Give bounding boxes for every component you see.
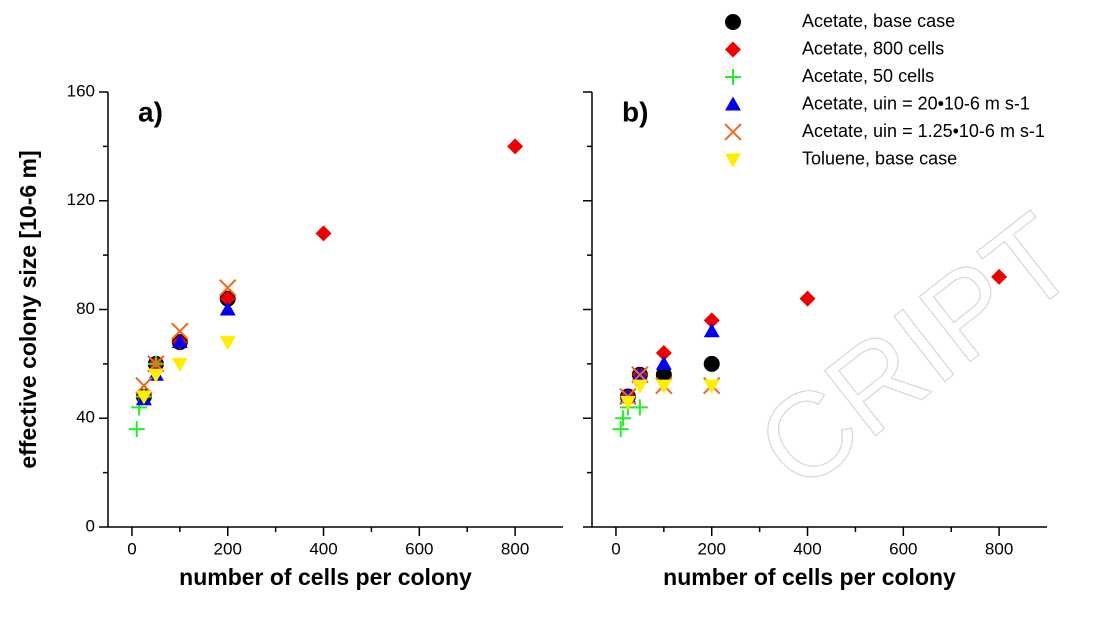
marker <box>219 279 237 297</box>
y-tick-label: 120 <box>67 190 95 209</box>
legend-label: Acetate, 800 cells <box>802 38 944 58</box>
marker <box>171 357 188 372</box>
x-tick-label: 800 <box>501 539 529 558</box>
marker <box>171 334 188 349</box>
y-tick-label: 0 <box>86 516 95 535</box>
legend-marker <box>725 14 741 30</box>
marker <box>219 336 236 351</box>
x-tick-label: 400 <box>793 539 821 558</box>
x-tick-label: 400 <box>309 539 337 558</box>
marker <box>703 379 720 394</box>
marker <box>615 410 632 427</box>
marker <box>655 379 672 394</box>
x-tick-label: 800 <box>985 539 1013 558</box>
marker <box>655 355 672 370</box>
y-tick-label: 80 <box>76 299 95 318</box>
marker <box>991 268 1008 285</box>
marker <box>619 395 636 410</box>
panel-label: a) <box>138 96 163 127</box>
legend-label: Acetate, uin = 20•10-6 m s-1 <box>802 93 1030 113</box>
x-axis-label: number of cells per colony <box>179 564 472 590</box>
legend-marker <box>725 69 741 85</box>
marker <box>655 345 672 361</box>
x-tick-label: 200 <box>698 539 726 558</box>
marker <box>631 399 648 416</box>
marker <box>147 368 164 383</box>
marker <box>507 138 524 155</box>
marker <box>703 323 720 338</box>
legend-label: Acetate, base case <box>802 11 955 31</box>
x-tick-label: 0 <box>611 539 620 558</box>
marker <box>631 379 648 394</box>
legend-marker <box>725 153 741 168</box>
x-tick-label: 600 <box>405 539 433 558</box>
legend-label: Toluene, base case <box>802 148 957 168</box>
legend-label: Acetate, uin = 1.25•10-6 m s-1 <box>802 121 1045 141</box>
marker <box>171 322 189 340</box>
x-tick-label: 0 <box>127 539 136 558</box>
x-axis-label: number of cells per colony <box>663 564 956 590</box>
marker <box>128 421 145 438</box>
x-tick-label: 200 <box>214 539 242 558</box>
y-tick-label: 160 <box>67 81 95 100</box>
x-tick-label: 600 <box>889 539 917 558</box>
marker <box>219 301 236 316</box>
marker <box>219 290 236 307</box>
y-tick-label: 40 <box>76 408 95 427</box>
marker <box>612 421 629 438</box>
marker <box>135 390 152 405</box>
panel-label: b) <box>622 96 648 127</box>
legend-label: Acetate, 50 cells <box>802 66 934 86</box>
marker <box>799 290 816 307</box>
marker <box>703 355 720 372</box>
marker <box>703 312 720 329</box>
legend-marker <box>724 123 742 141</box>
legend-marker <box>725 41 741 58</box>
legend-marker <box>725 96 741 111</box>
marker <box>655 366 672 383</box>
marker <box>315 225 332 242</box>
y-axis-label: effective colony size [10-6 m] <box>15 150 41 468</box>
watermark: CRIPT <box>733 188 1099 515</box>
